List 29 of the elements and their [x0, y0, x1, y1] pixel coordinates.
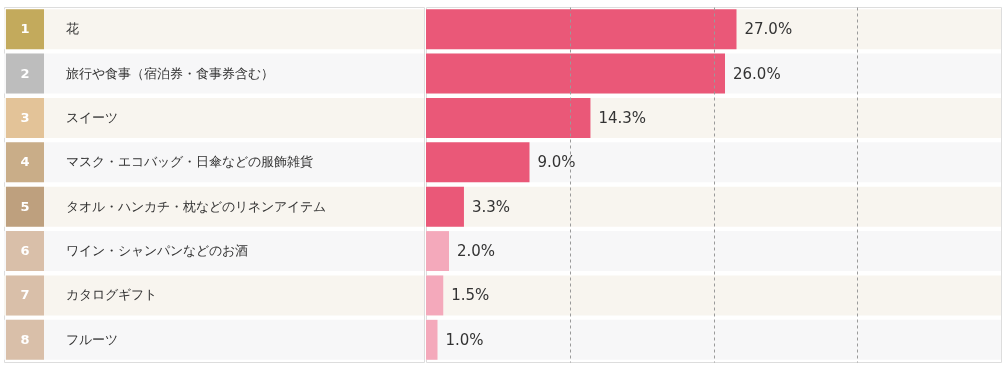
y-tick-label: カタログギフト	[66, 287, 157, 303]
bar	[426, 319, 438, 360]
data-label: 1.5%	[451, 286, 490, 305]
y-tick-label: 花	[66, 21, 79, 37]
data-label: 3.3%	[471, 197, 511, 216]
y2-tick-label: 8	[20, 331, 30, 347]
y-tick-label: タオル・ハンカチ・枕などのリネンアイテム	[66, 198, 326, 214]
y2-tick-label: 2	[20, 65, 30, 81]
y2-tick-label: 3	[20, 109, 30, 125]
data-label: 26.0%	[733, 64, 781, 83]
data-label: 27.0%	[744, 20, 793, 39]
data-label: 2.0%	[457, 242, 496, 261]
y-tick-label: フルーツ	[66, 331, 118, 347]
y2-tick-label: 1	[20, 21, 30, 37]
y-tick-label: スイーツ	[66, 109, 118, 125]
bar	[426, 275, 444, 316]
y-tick-label: ワイン・シャンパンなどのお酒	[66, 243, 248, 259]
y2-tick-label: 6	[20, 243, 30, 259]
y2-tick-label: 5	[20, 198, 30, 214]
bar	[426, 231, 449, 272]
y-tick-label: マスク・エコバッグ・日傘などの服飾雑貨	[66, 154, 313, 170]
y2-tick-label: 7	[20, 287, 30, 303]
data-label: 9.0%	[537, 153, 576, 172]
bar	[426, 186, 464, 227]
y2-tick-label: 4	[20, 154, 30, 170]
data-label: 1.0%	[445, 330, 484, 349]
data-label: 14.3%	[598, 108, 647, 127]
bar	[426, 142, 530, 183]
y-tick-label: 旅行や食事（宿泊券・食事券含む）	[66, 65, 274, 81]
